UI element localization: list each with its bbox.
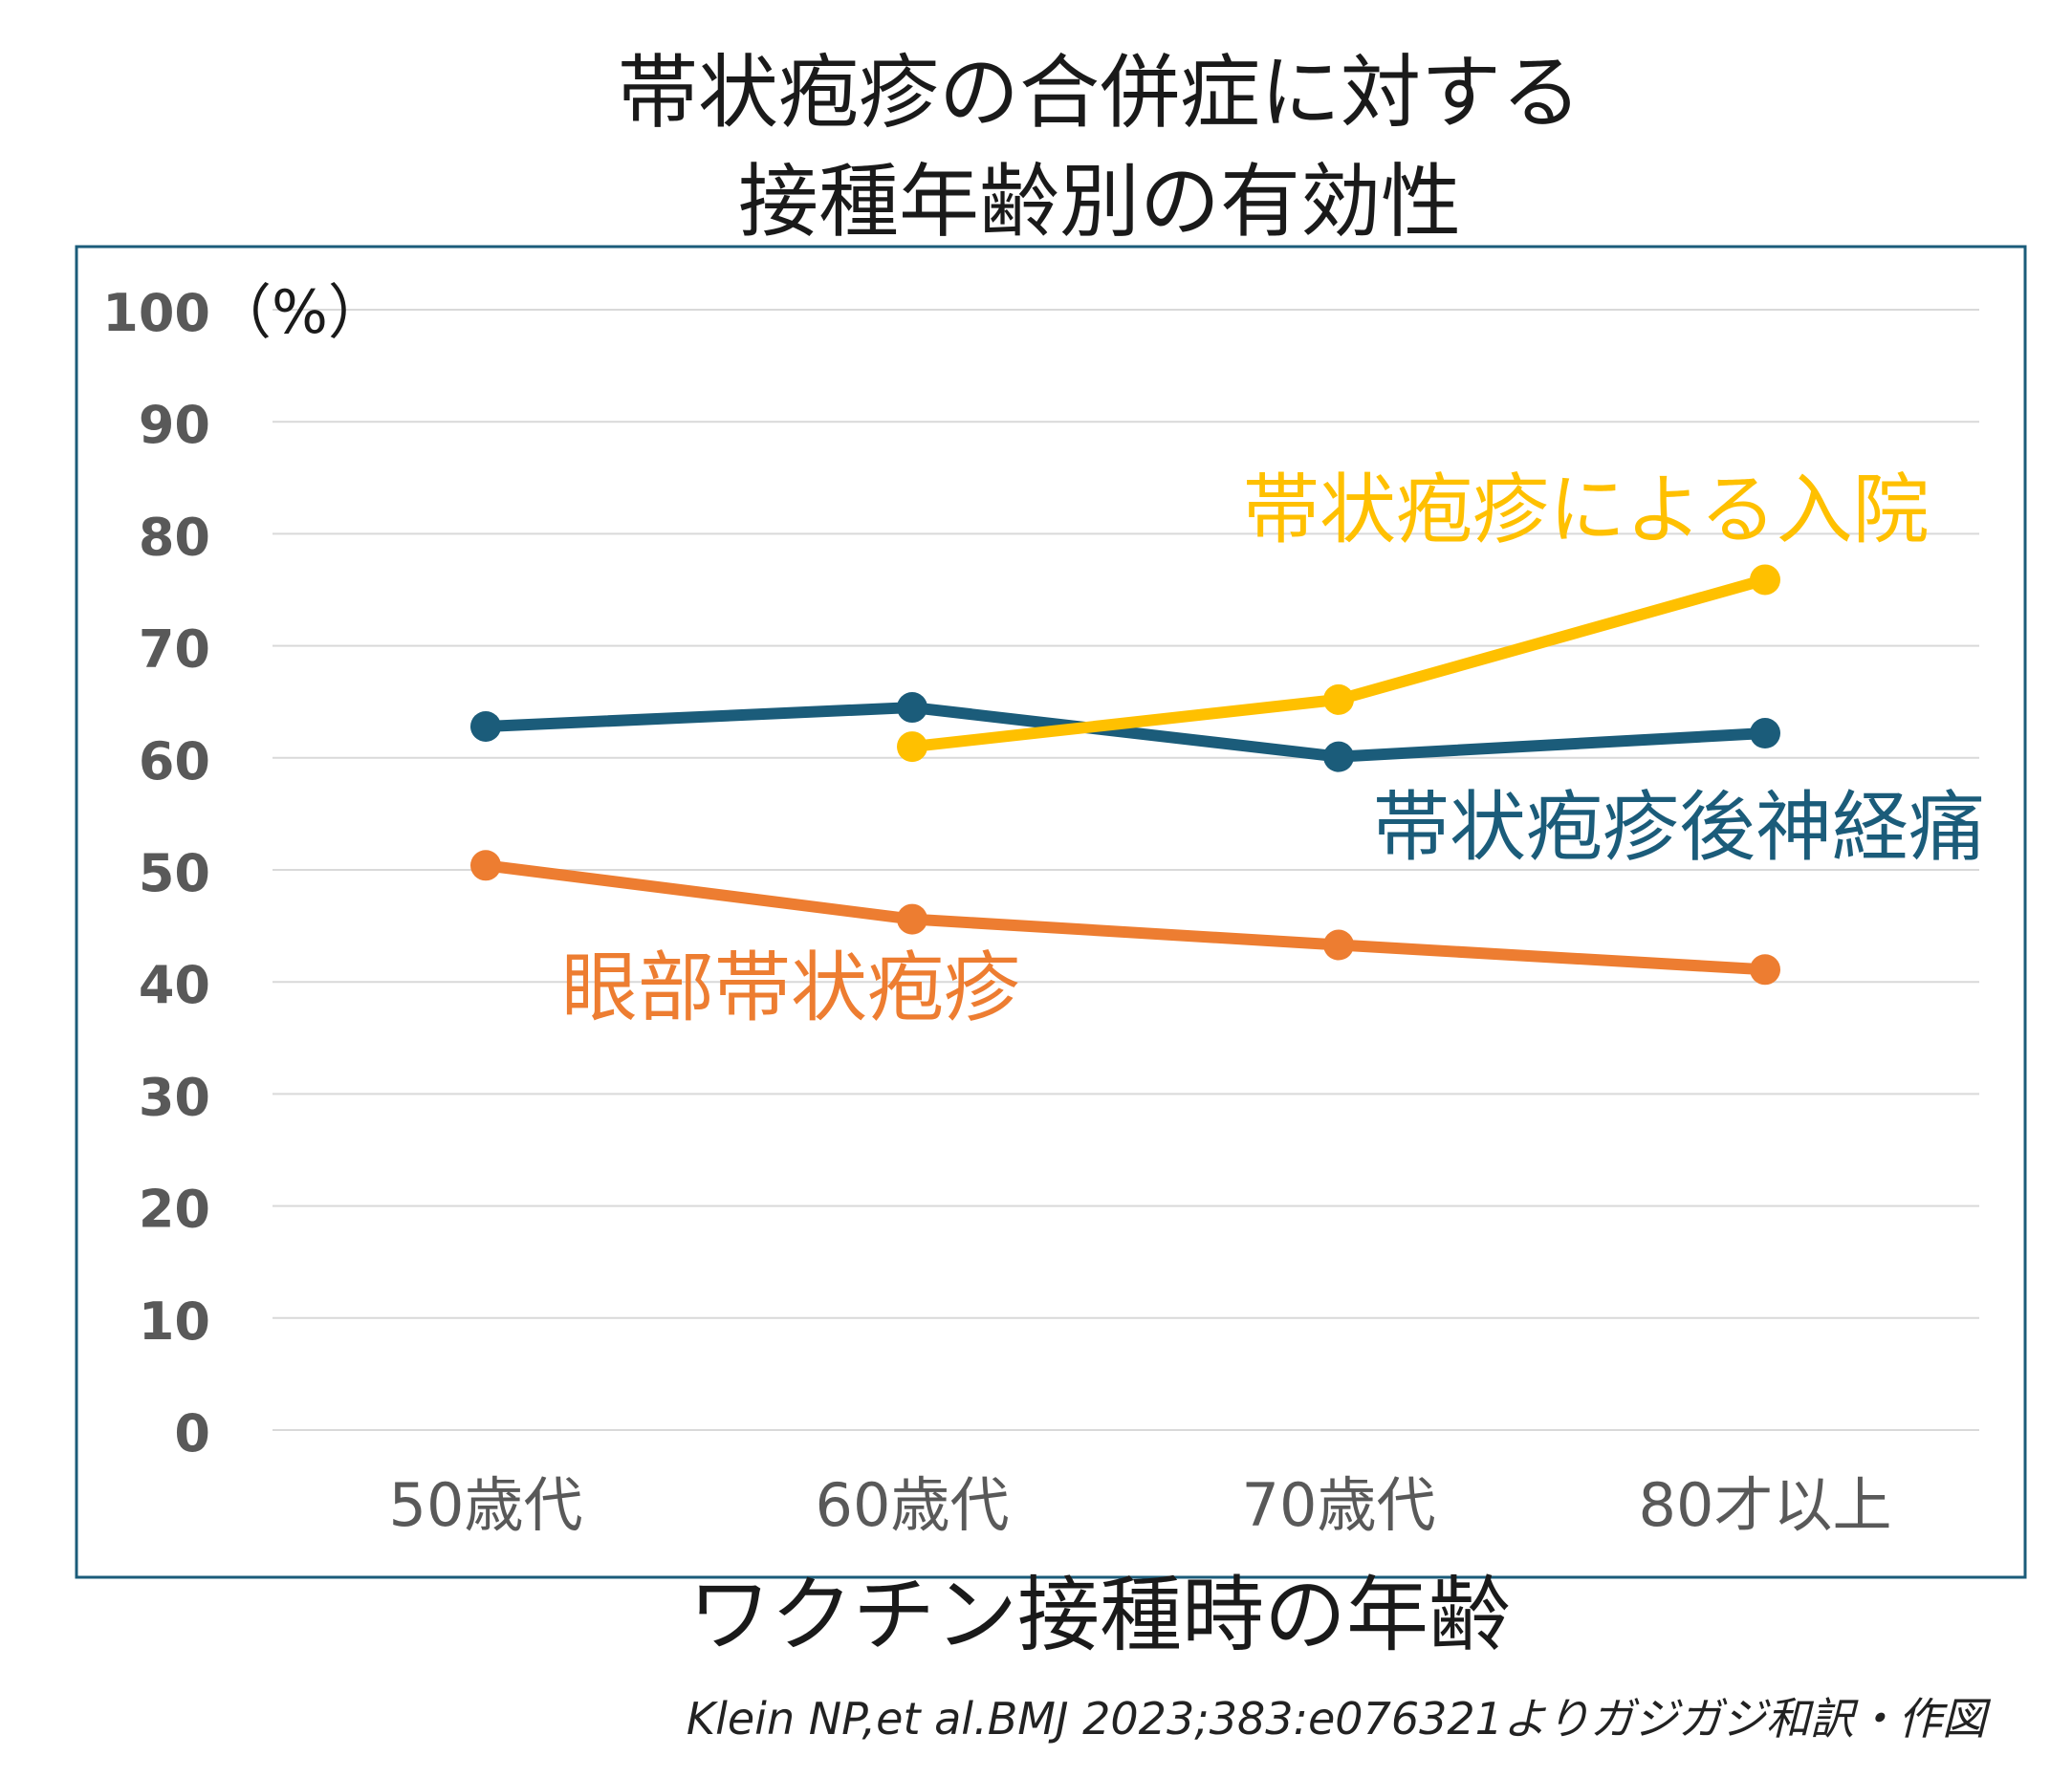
- x-tick-label: 80才以上: [1639, 1470, 1892, 1540]
- chart-title: 帯状疱疹の合併症に対する 接種年齢別の有効性: [0, 38, 2072, 256]
- y-tick-label: 10: [139, 1291, 210, 1352]
- series-line: [480, 702, 1771, 763]
- y-tick-label: 20: [139, 1180, 210, 1240]
- data-point: [1323, 929, 1354, 961]
- data-point: [1323, 741, 1354, 772]
- chart-title-line-2: 接種年齢別の有効性: [737, 155, 1461, 249]
- series-group: [470, 564, 1780, 986]
- y-tick-label: 70: [139, 619, 210, 680]
- data-point: [1750, 718, 1780, 749]
- data-point: [470, 710, 501, 742]
- x-tick-label: 50歳代: [389, 1470, 583, 1540]
- series-label: 眼部帯状疱疹: [561, 943, 1020, 1032]
- x-tick-label: 70歳代: [1242, 1470, 1436, 1540]
- series-label: 帯状疱疹後神経痛: [1373, 783, 1985, 872]
- y-tick-label: 100: [102, 283, 210, 343]
- y-tick-label: 80: [139, 507, 210, 567]
- data-point: [1323, 683, 1354, 715]
- y-tick-label: 30: [139, 1067, 210, 1127]
- y-axis-unit: （%）: [212, 277, 387, 347]
- data-point: [897, 903, 927, 935]
- y-tick-label: 0: [174, 1403, 210, 1464]
- data-point: [1750, 954, 1780, 986]
- series-line: [480, 859, 1771, 976]
- data-point: [470, 850, 501, 881]
- data-point: [1750, 564, 1780, 596]
- x-tick-label: 60歳代: [816, 1470, 1010, 1540]
- data-point: [897, 692, 927, 724]
- series-label: 帯状疱疹による入院: [1243, 466, 1930, 554]
- chart-title-line-1: 帯状疱疹の合併症に対する: [617, 46, 1581, 140]
- data-point: [897, 731, 927, 763]
- y-axis-ticks: 0 10 20 30 40 50 60 70 80 90 100: [102, 283, 210, 1464]
- x-axis-ticks: 50歳代 60歳代 70歳代 80才以上: [389, 1470, 1892, 1540]
- y-tick-label: 90: [139, 395, 210, 455]
- y-tick-label: 40: [139, 955, 210, 1015]
- plot-frame: [75, 245, 2027, 1579]
- source-citation: Klein NP,et al.BMJ 2023;383:e076321よりガジガ…: [686, 1693, 1986, 1745]
- y-tick-label: 60: [139, 731, 210, 791]
- x-axis-label: ワクチン接種時の年齢: [688, 1568, 1511, 1663]
- y-tick-label: 50: [139, 843, 210, 903]
